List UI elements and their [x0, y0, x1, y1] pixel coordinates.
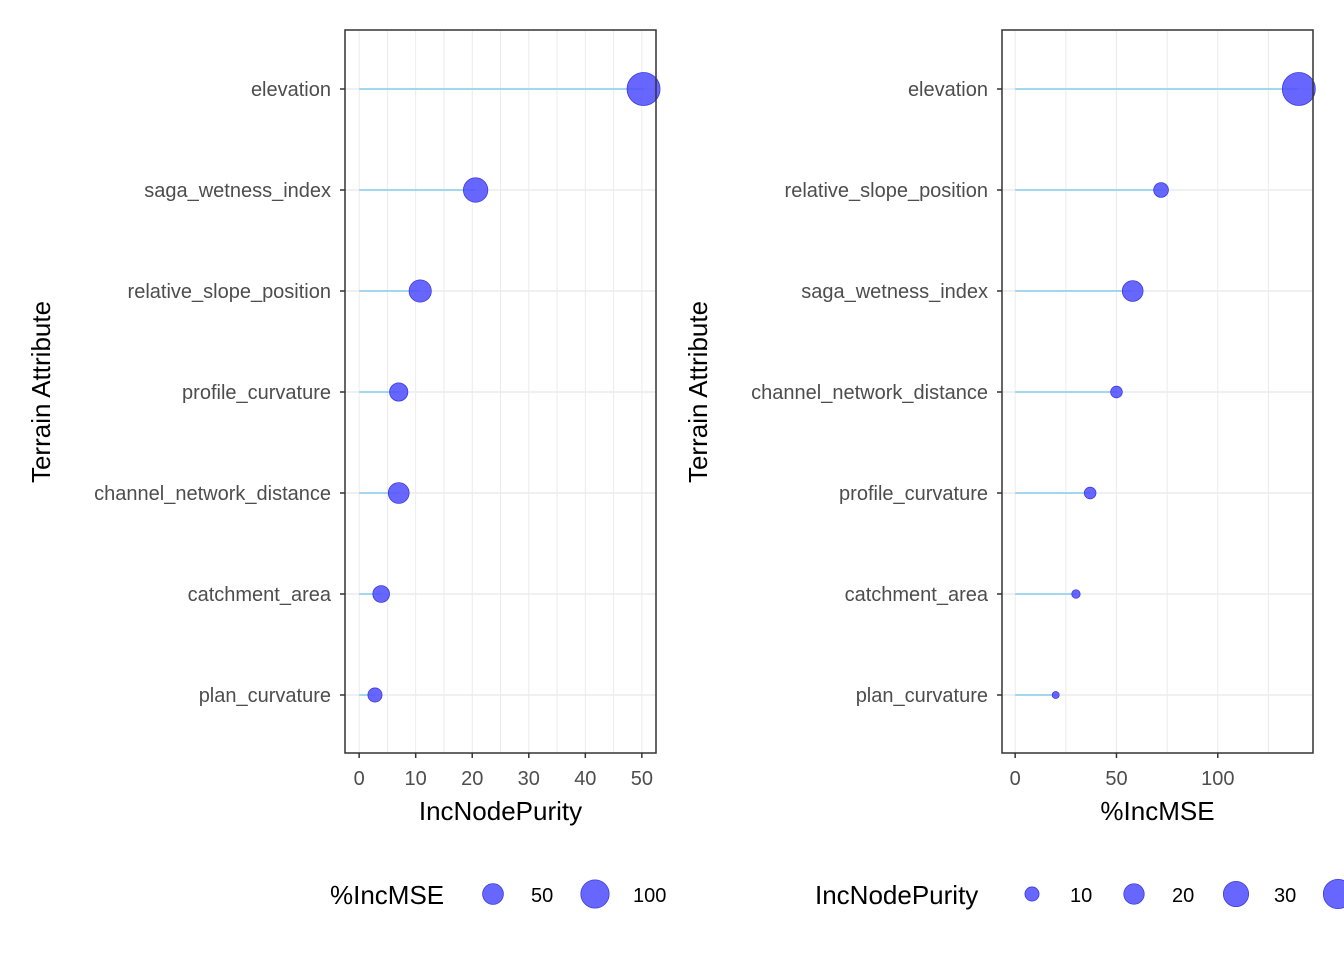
y-tick-label: channel_network_distance	[94, 483, 331, 505]
y-tick-label: saga_wetness_index	[144, 180, 331, 202]
x-tick-label: 100	[1201, 768, 1234, 790]
legend-key	[1322, 878, 1344, 910]
legend-key	[580, 879, 610, 909]
data-point	[408, 279, 432, 303]
y-tick-label: channel_network_distance	[751, 382, 988, 404]
left-legend-keys: 50 100	[482, 879, 666, 909]
data-point	[387, 482, 410, 504]
right-legend-title: IncNodePurity	[815, 880, 978, 910]
y-tick-label: catchment_area	[188, 584, 332, 606]
legend-label: 50	[531, 885, 553, 907]
legend-label: 20	[1172, 885, 1194, 907]
left-x-ticks: 0 10 20 30 40 50	[354, 753, 653, 790]
y-tick-label: relative_slope_position	[128, 281, 331, 303]
left-y-ticks: elevation saga_wetness_index relative_slop…	[94, 79, 345, 707]
y-tick-label: saga_wetness_index	[801, 281, 988, 303]
right-legend-keys: 10 20 30	[1024, 878, 1344, 910]
right-points	[1051, 72, 1316, 699]
data-point	[1281, 72, 1316, 106]
right-chart: elevation relative_slope_position saga_wet…	[683, 29, 1344, 910]
x-tick-label: 50	[631, 768, 653, 790]
data-point	[1121, 280, 1144, 302]
data-point	[389, 382, 409, 402]
data-point	[1083, 486, 1097, 500]
legend-key	[1123, 883, 1145, 905]
data-point	[626, 72, 661, 106]
right-legend: IncNodePurity 10 20 30	[815, 878, 1344, 910]
y-tick-label: relative_slope_position	[785, 180, 988, 202]
legend-key	[482, 883, 504, 905]
right-y-axis-title: Terrain Attribute	[683, 301, 713, 483]
left-x-axis-title: IncNodePurity	[419, 796, 582, 826]
legend-key	[1222, 880, 1250, 908]
y-tick-label: elevation	[251, 79, 331, 101]
right-segments	[1015, 88, 1299, 696]
y-tick-label: plan_curvature	[856, 685, 988, 707]
data-point	[1071, 589, 1081, 599]
y-tick-label: profile_curvature	[839, 483, 988, 505]
data-point	[1153, 182, 1169, 198]
x-tick-label: 50	[1105, 768, 1127, 790]
data-point	[372, 585, 390, 603]
legend-label: 100	[633, 885, 666, 907]
legend-key	[1024, 886, 1040, 902]
x-tick-label: 0	[354, 768, 365, 790]
right-x-ticks: 0 50 100	[1010, 753, 1234, 790]
data-point	[367, 687, 383, 703]
right-x-axis-title: %IncMSE	[1100, 796, 1214, 826]
legend-label: 10	[1070, 885, 1092, 907]
legend-label: 30	[1274, 885, 1296, 907]
left-legend: %IncMSE 50 100	[330, 879, 666, 910]
right-y-ticks: elevation relative_slope_position saga_wet…	[751, 79, 1002, 707]
x-tick-label: 40	[574, 768, 596, 790]
y-tick-label: catchment_area	[845, 584, 989, 606]
data-point	[1051, 691, 1060, 699]
left-y-axis-title: Terrain Attribute	[26, 301, 56, 483]
x-tick-label: 10	[405, 768, 427, 790]
x-tick-label: 0	[1010, 768, 1021, 790]
x-tick-label: 20	[461, 768, 483, 790]
y-tick-label: plan_curvature	[199, 685, 331, 707]
data-point	[463, 177, 489, 203]
left-chart: elevation saga_wetness_index relative_slop…	[26, 29, 666, 910]
left-points	[367, 72, 661, 703]
x-tick-label: 30	[518, 768, 540, 790]
data-point	[1110, 385, 1123, 399]
y-tick-label: profile_curvature	[182, 382, 331, 404]
left-legend-title: %IncMSE	[330, 880, 444, 910]
y-tick-label: elevation	[908, 79, 988, 101]
